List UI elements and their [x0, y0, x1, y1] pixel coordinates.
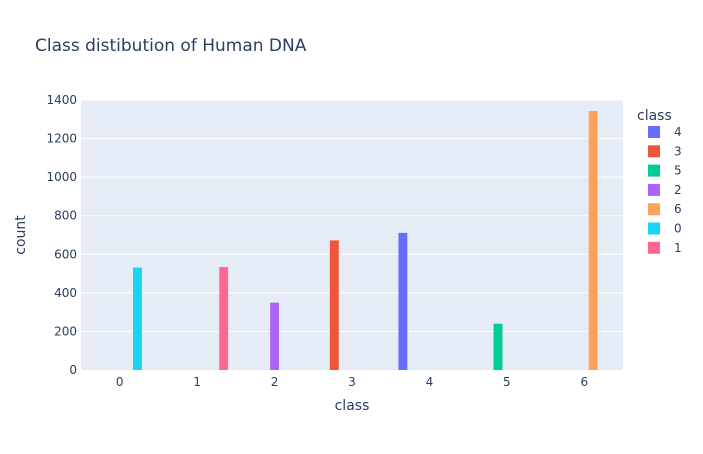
x-tick-label: 6	[580, 375, 588, 389]
bar-class-5	[493, 323, 503, 370]
legend-swatch	[648, 145, 660, 158]
legend: class 4 3 5 2 6 0 1	[637, 108, 682, 255]
legend-swatch	[648, 164, 660, 177]
y-tick-label: 1400	[46, 93, 77, 107]
x-tick-labels: 0 1 2 3 4 5 6	[116, 375, 588, 389]
gridlines	[81, 99, 623, 332]
legend-item-label[interactable]: 0	[674, 222, 682, 236]
x-tick-label: 4	[426, 375, 434, 389]
bar-class-2	[270, 302, 279, 370]
legend-swatch	[648, 241, 660, 254]
legend-swatch	[648, 203, 660, 216]
x-tick-label: 5	[503, 375, 511, 389]
y-tick-labels: 0 200 400 600 800 1000 1200 1400	[46, 93, 77, 377]
y-tick-label: 200	[54, 324, 77, 338]
chart-title: Class distibution of Human DNA	[35, 36, 307, 56]
legend-item-label[interactable]: 1	[674, 241, 682, 255]
bar-class-0	[132, 267, 142, 370]
legend-title: class	[637, 108, 672, 124]
legend-item-label[interactable]: 2	[674, 183, 682, 197]
x-tick-label: 2	[271, 375, 279, 389]
x-axis-label: class	[335, 398, 370, 414]
legend-item-label[interactable]: 3	[674, 144, 682, 158]
bar-class-3	[329, 240, 339, 370]
y-tick-label: 1000	[46, 170, 77, 184]
bar-class-6	[588, 110, 598, 370]
legend-swatch	[648, 126, 660, 138]
legend-swatch	[648, 222, 660, 235]
bars	[132, 110, 598, 370]
y-tick-label: 400	[54, 286, 77, 300]
legend-item-label[interactable]: 5	[674, 164, 682, 178]
y-tick-label: 800	[54, 209, 77, 223]
y-tick-label: 600	[54, 247, 77, 261]
y-axis-label: count	[13, 215, 29, 255]
bar-class-4	[398, 232, 408, 370]
bar-class-1	[219, 267, 229, 370]
legend-item-label[interactable]: 4	[674, 125, 682, 139]
y-tick-label: 1200	[46, 132, 77, 146]
plot-area	[81, 100, 623, 370]
legend-item-label[interactable]: 6	[674, 202, 682, 216]
x-tick-label: 1	[193, 375, 201, 389]
x-tick-label: 0	[116, 375, 124, 389]
y-tick-label: 0	[69, 363, 77, 377]
legend-swatch	[648, 183, 660, 196]
x-tick-label: 3	[348, 375, 356, 389]
